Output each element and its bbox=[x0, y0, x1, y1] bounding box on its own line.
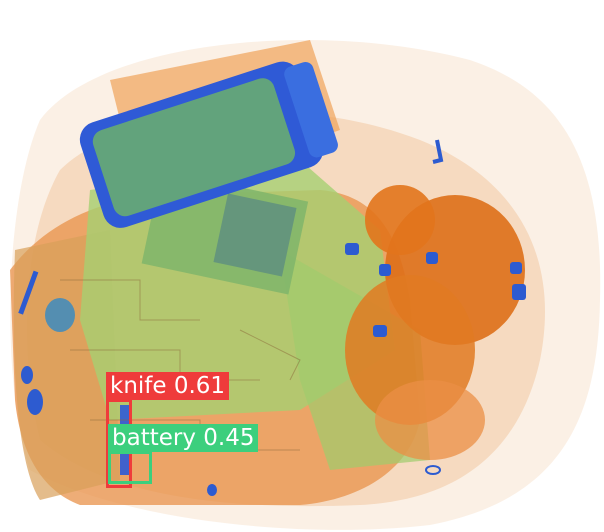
metal-clip-5 bbox=[510, 262, 522, 274]
metal-ring bbox=[425, 465, 441, 475]
metal-hook bbox=[432, 139, 444, 164]
metal-clip-1 bbox=[345, 243, 359, 255]
metal-clip-3 bbox=[426, 252, 438, 264]
knife-label: knife 0.61 bbox=[106, 372, 230, 400]
metal-clip-6 bbox=[512, 284, 526, 300]
metal-disc-3 bbox=[21, 366, 33, 384]
metal-bottle bbox=[79, 61, 338, 228]
device-screen bbox=[213, 193, 297, 277]
battery-label: battery 0.45 bbox=[108, 424, 259, 452]
organic-blob-3 bbox=[365, 185, 435, 255]
metal-clip-2 bbox=[379, 264, 391, 276]
metal-disc-4 bbox=[207, 484, 217, 496]
metal-disc-1 bbox=[45, 298, 75, 332]
battery-bounding-box bbox=[108, 451, 152, 484]
organic-blob-4 bbox=[375, 380, 485, 460]
metal-disc-2 bbox=[27, 389, 43, 415]
metal-clip-4 bbox=[373, 325, 387, 337]
metal-rod bbox=[18, 270, 39, 315]
